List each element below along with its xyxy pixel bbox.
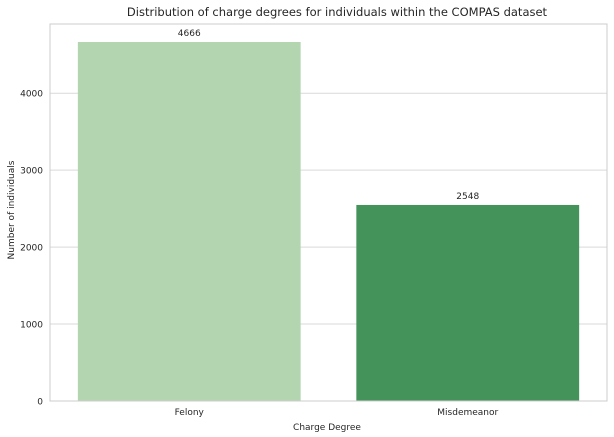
y-tick-label: 4000 bbox=[20, 90, 43, 100]
x-axis-label: Charge Degree bbox=[293, 423, 361, 433]
y-tick-label: 1000 bbox=[20, 321, 43, 331]
bar-felony bbox=[77, 42, 301, 402]
chart-title: Distribution of charge degrees for indiv… bbox=[127, 5, 548, 19]
bar-value-label: 2548 bbox=[456, 192, 479, 202]
plot-frame bbox=[49, 23, 608, 402]
x-tick-label: Felony bbox=[175, 408, 205, 418]
y-axis-ticks: 0 1000 2000 3000 4000 bbox=[20, 90, 43, 408]
bar-value-labels: 4666 2548 bbox=[178, 29, 480, 202]
y-tick-label: 0 bbox=[37, 398, 43, 408]
bars bbox=[77, 42, 580, 402]
x-axis-ticks: Felony Misdemeanor bbox=[175, 408, 499, 418]
bar-value-label: 4666 bbox=[178, 29, 201, 39]
bar-misdemeanor bbox=[356, 204, 580, 401]
y-tick-label: 3000 bbox=[20, 167, 43, 177]
y-tick-label: 2000 bbox=[20, 244, 43, 254]
x-tick-label: Misdemeanor bbox=[437, 408, 498, 418]
y-axis-label: Number of individuals bbox=[7, 160, 17, 259]
